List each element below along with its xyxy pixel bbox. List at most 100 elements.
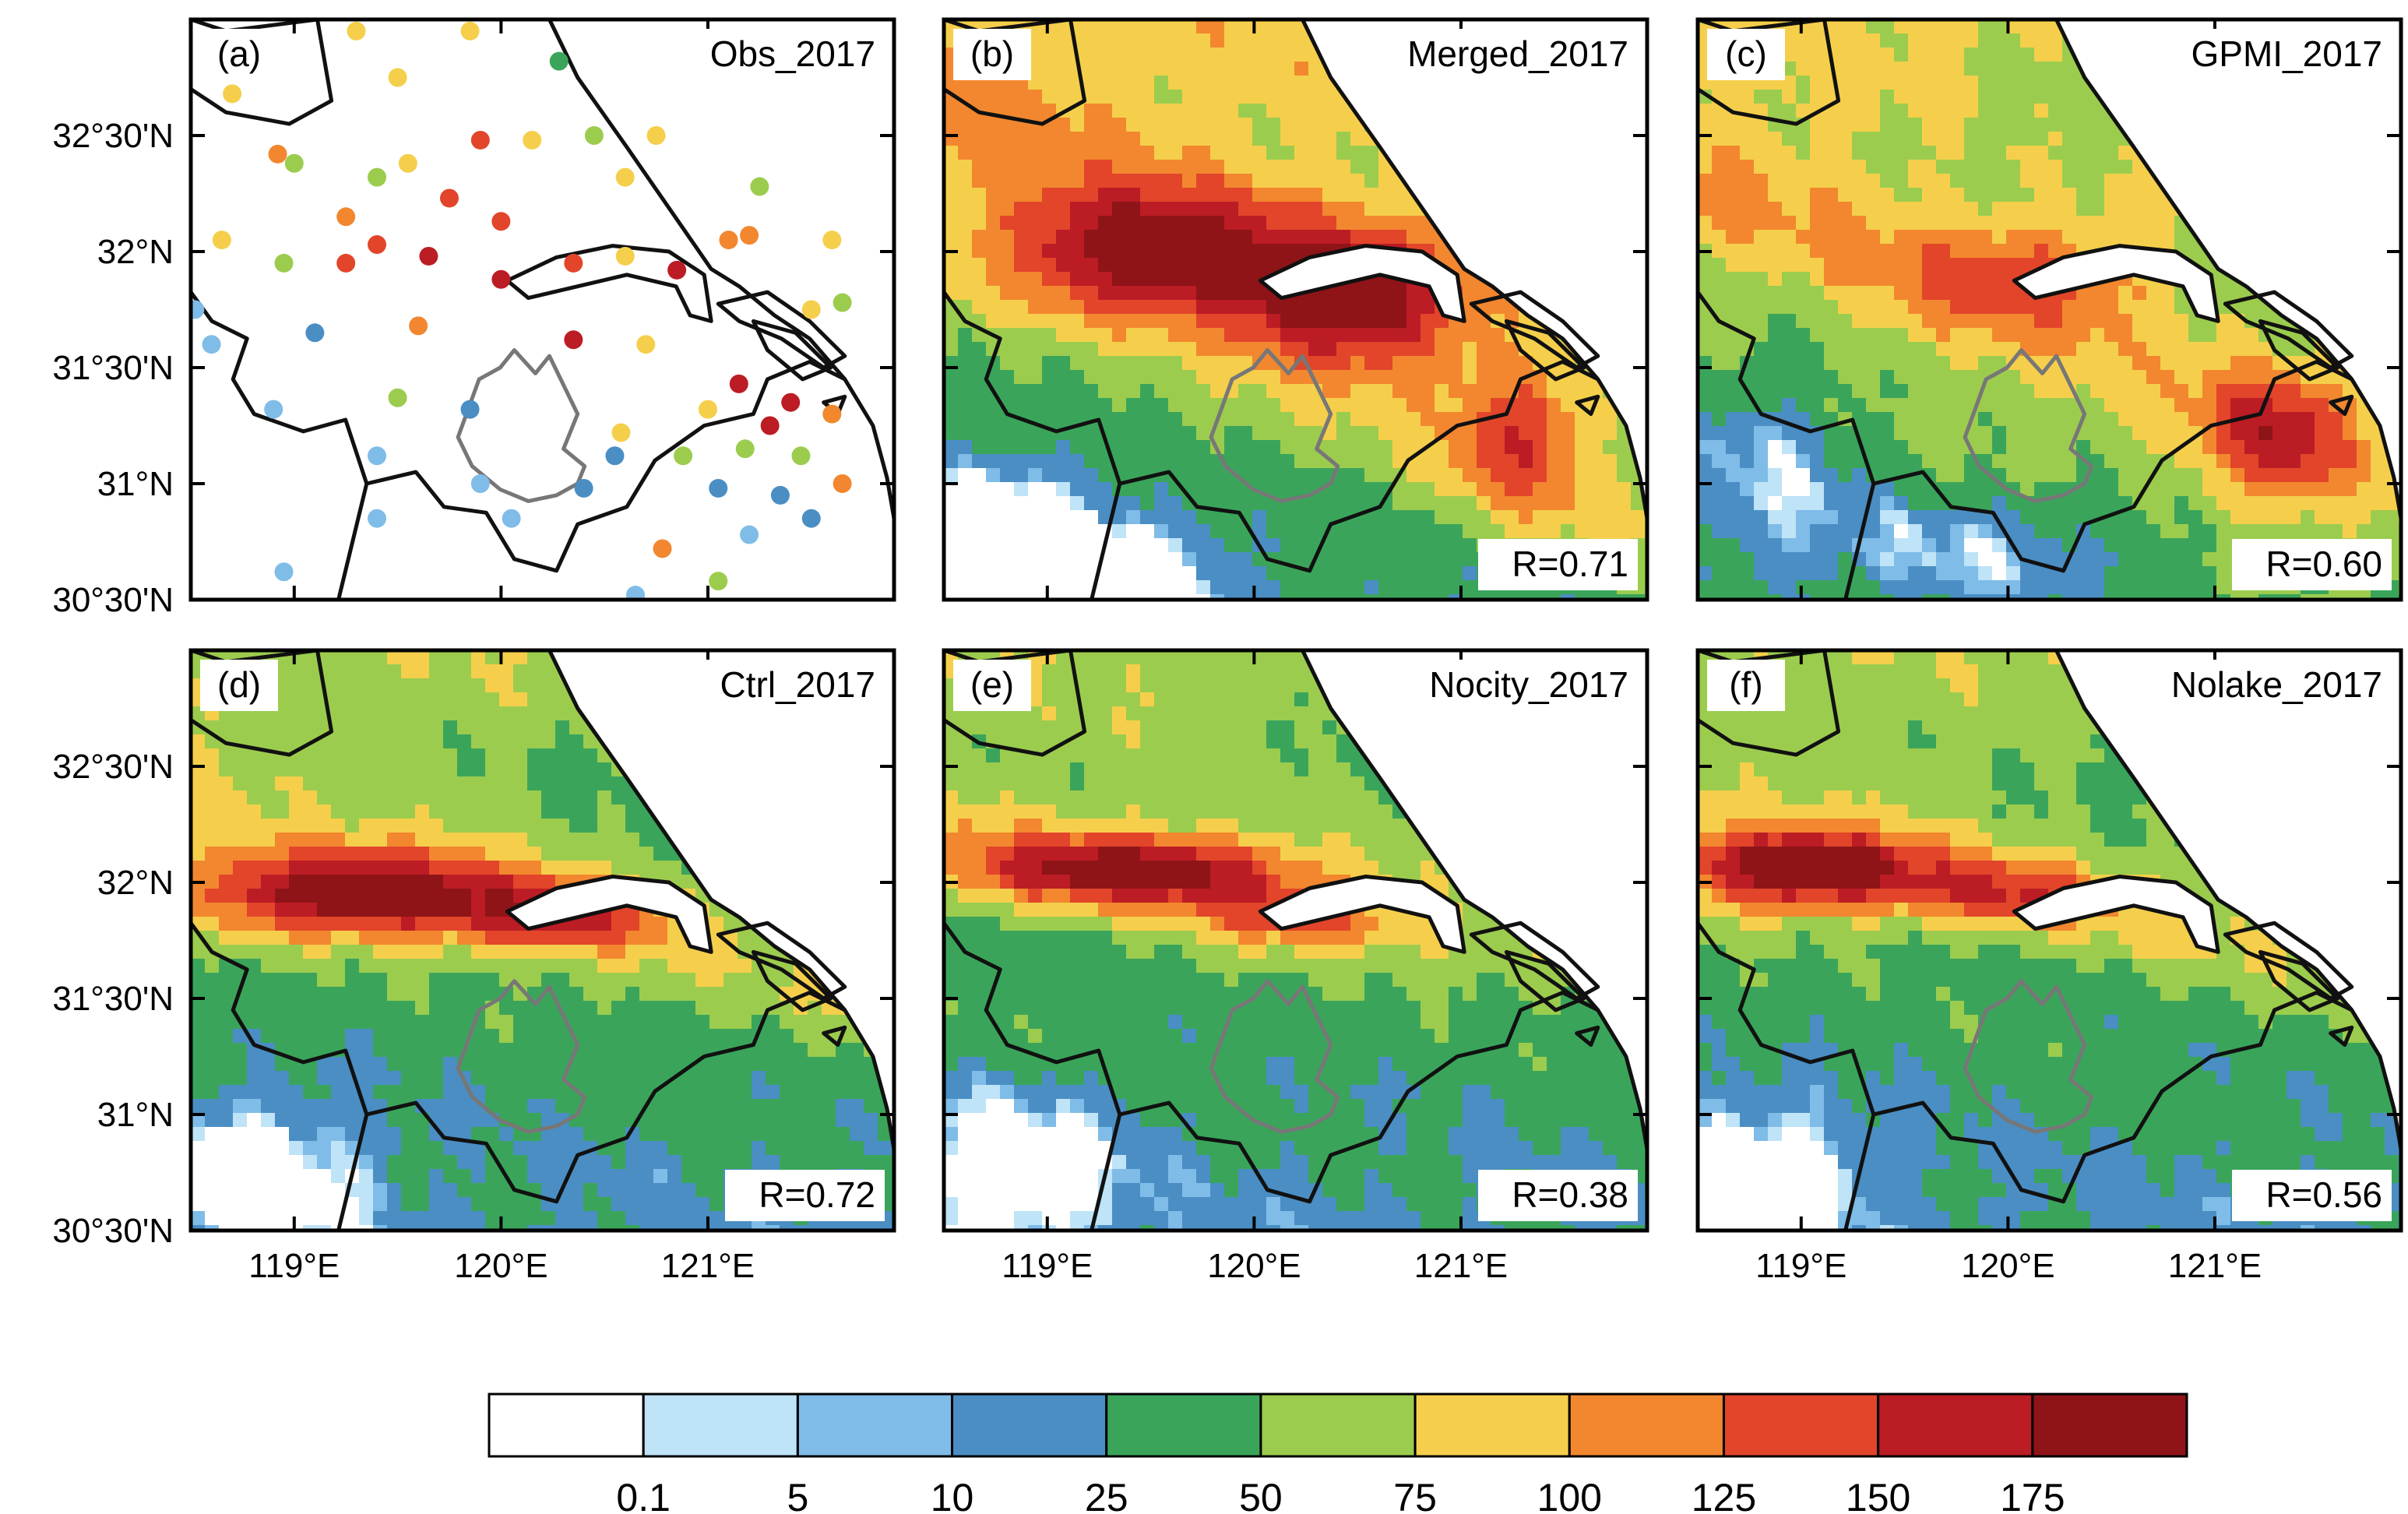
island-outline xyxy=(1469,290,1600,370)
x-tick-label: 121°E xyxy=(661,1247,755,1285)
panel-id: (c) xyxy=(1725,33,1767,74)
island-outline xyxy=(1504,319,1586,382)
sea-mask xyxy=(1302,19,1647,519)
colorbar-swatch xyxy=(1722,1393,1880,1458)
station-point xyxy=(347,21,366,40)
island-outline xyxy=(2258,319,2340,382)
panel-name: Nolake_2017 xyxy=(2171,664,2382,705)
station-point xyxy=(470,474,490,493)
panel-frame xyxy=(188,17,896,602)
coastline xyxy=(547,19,894,519)
station-point xyxy=(305,323,325,343)
station-point xyxy=(791,446,811,466)
panel-name: Merged_2017 xyxy=(1407,33,1628,74)
y-tick-label: 30°30'N xyxy=(52,1212,174,1250)
station-point xyxy=(822,404,842,424)
station-point xyxy=(626,586,646,600)
y-tick-label: 31°N xyxy=(97,465,174,503)
island-outline xyxy=(1504,949,1586,1012)
station-point xyxy=(549,51,569,71)
panel-id: (b) xyxy=(970,33,1014,74)
x-tick-label: 119°E xyxy=(1755,1247,1846,1285)
panel-Obs_2017: 30°30'N 31°N 31°30'N 32°N 32°30'N (a) Obs_2017 xyxy=(52,17,896,619)
station-point xyxy=(336,207,356,227)
province-border xyxy=(191,290,369,600)
island-outline xyxy=(2258,949,2340,1012)
station-point xyxy=(833,293,852,312)
station-point xyxy=(760,416,780,435)
station-point xyxy=(460,21,480,40)
river-outline xyxy=(1258,244,1466,323)
station-point xyxy=(388,388,407,407)
colorbar-tick-label: 150 xyxy=(1846,1476,1910,1514)
station-point xyxy=(698,400,717,419)
x-tick-label: 119°E xyxy=(1002,1247,1093,1285)
station-point xyxy=(615,246,635,266)
panel-Merged_2017: (b) Merged_2017 R=0.71 xyxy=(942,17,1649,602)
correlation-value: R=0.60 xyxy=(2265,544,2382,584)
panel-id-box xyxy=(1707,29,1785,80)
station-point xyxy=(636,335,656,354)
panel-id-box xyxy=(200,29,278,80)
island-outline xyxy=(716,921,847,1001)
station-point xyxy=(368,167,387,187)
panel-id: (d) xyxy=(217,664,261,705)
island-outline xyxy=(1469,921,1600,1001)
station-point xyxy=(564,253,583,273)
province-border xyxy=(944,921,1122,1231)
station-point xyxy=(653,539,672,558)
station-point xyxy=(274,562,294,582)
y-tick-label: 30°30'N xyxy=(52,581,174,619)
province-border xyxy=(1698,921,1876,1231)
station-point xyxy=(202,335,221,354)
yangtze-river xyxy=(2014,245,2219,322)
panel-GPMI_2017: (c) GPMI_2017 R=0.60 xyxy=(1695,17,2403,602)
station-point xyxy=(460,400,480,419)
y-tick-label: 31°30'N xyxy=(52,349,174,387)
map-area xyxy=(944,19,1647,600)
sea-mask xyxy=(2056,650,2401,1150)
station-point xyxy=(605,446,625,466)
taihu-lake-outline xyxy=(456,348,587,503)
station-point xyxy=(709,478,728,498)
station-point xyxy=(274,253,294,273)
river-outline xyxy=(2012,875,2220,954)
province-border xyxy=(944,290,1122,600)
colorbar-tick-label: 125 xyxy=(1692,1476,1756,1514)
taihu-lake-outline xyxy=(1963,979,2094,1134)
yangtze-river xyxy=(2014,876,2219,952)
panel-frame xyxy=(1695,648,2403,1233)
station-point xyxy=(491,212,511,231)
station-point xyxy=(398,153,417,173)
colorbar-tick-label: 75 xyxy=(1393,1476,1437,1514)
panel-id-box xyxy=(1707,660,1785,711)
panel-id: (f) xyxy=(1729,664,1762,705)
sea-mask xyxy=(549,650,894,1150)
station-point xyxy=(750,177,769,196)
coastline xyxy=(1301,650,1647,1150)
panel-name: Obs_2017 xyxy=(710,33,875,74)
y-tick-label: 32°30'N xyxy=(52,748,174,786)
station-point xyxy=(709,572,728,591)
x-tick-label: 121°E xyxy=(1414,1247,1508,1285)
province-border xyxy=(1698,290,1876,600)
panel-name-box xyxy=(672,660,885,711)
r-value-box xyxy=(1478,539,1638,590)
map-area xyxy=(191,19,894,600)
yangtze-river xyxy=(1260,876,1465,952)
colorbar-swatch xyxy=(951,1393,1108,1458)
y-tick-label: 32°N xyxy=(97,233,174,271)
r-value-box xyxy=(1478,1170,1638,1221)
map-area xyxy=(1698,19,2401,600)
station-point xyxy=(368,509,387,528)
yangtze-river xyxy=(507,876,712,952)
station-point xyxy=(584,126,604,145)
station-point xyxy=(284,153,304,173)
island-outline xyxy=(1575,394,1600,417)
station-point xyxy=(674,446,693,466)
colorbar-tick-label: 25 xyxy=(1085,1476,1128,1514)
river-outline xyxy=(505,244,713,323)
island-outline xyxy=(751,319,833,382)
y-tick-label: 32°N xyxy=(97,864,174,902)
colorbar: 0.1 5 10 25 50 75 100 125 150 175 xyxy=(488,1393,2188,1514)
